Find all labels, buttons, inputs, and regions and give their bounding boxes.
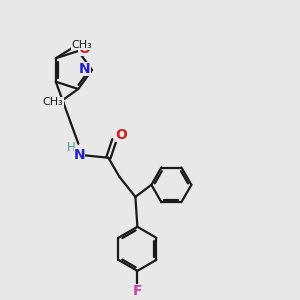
Text: H: H [67,141,76,154]
Text: N: N [79,62,91,76]
Text: O: O [116,128,127,142]
Text: CH₃: CH₃ [43,97,64,107]
Text: N: N [74,148,85,162]
Text: F: F [133,284,142,298]
Text: O: O [78,42,90,56]
Text: CH₃: CH₃ [71,40,92,50]
